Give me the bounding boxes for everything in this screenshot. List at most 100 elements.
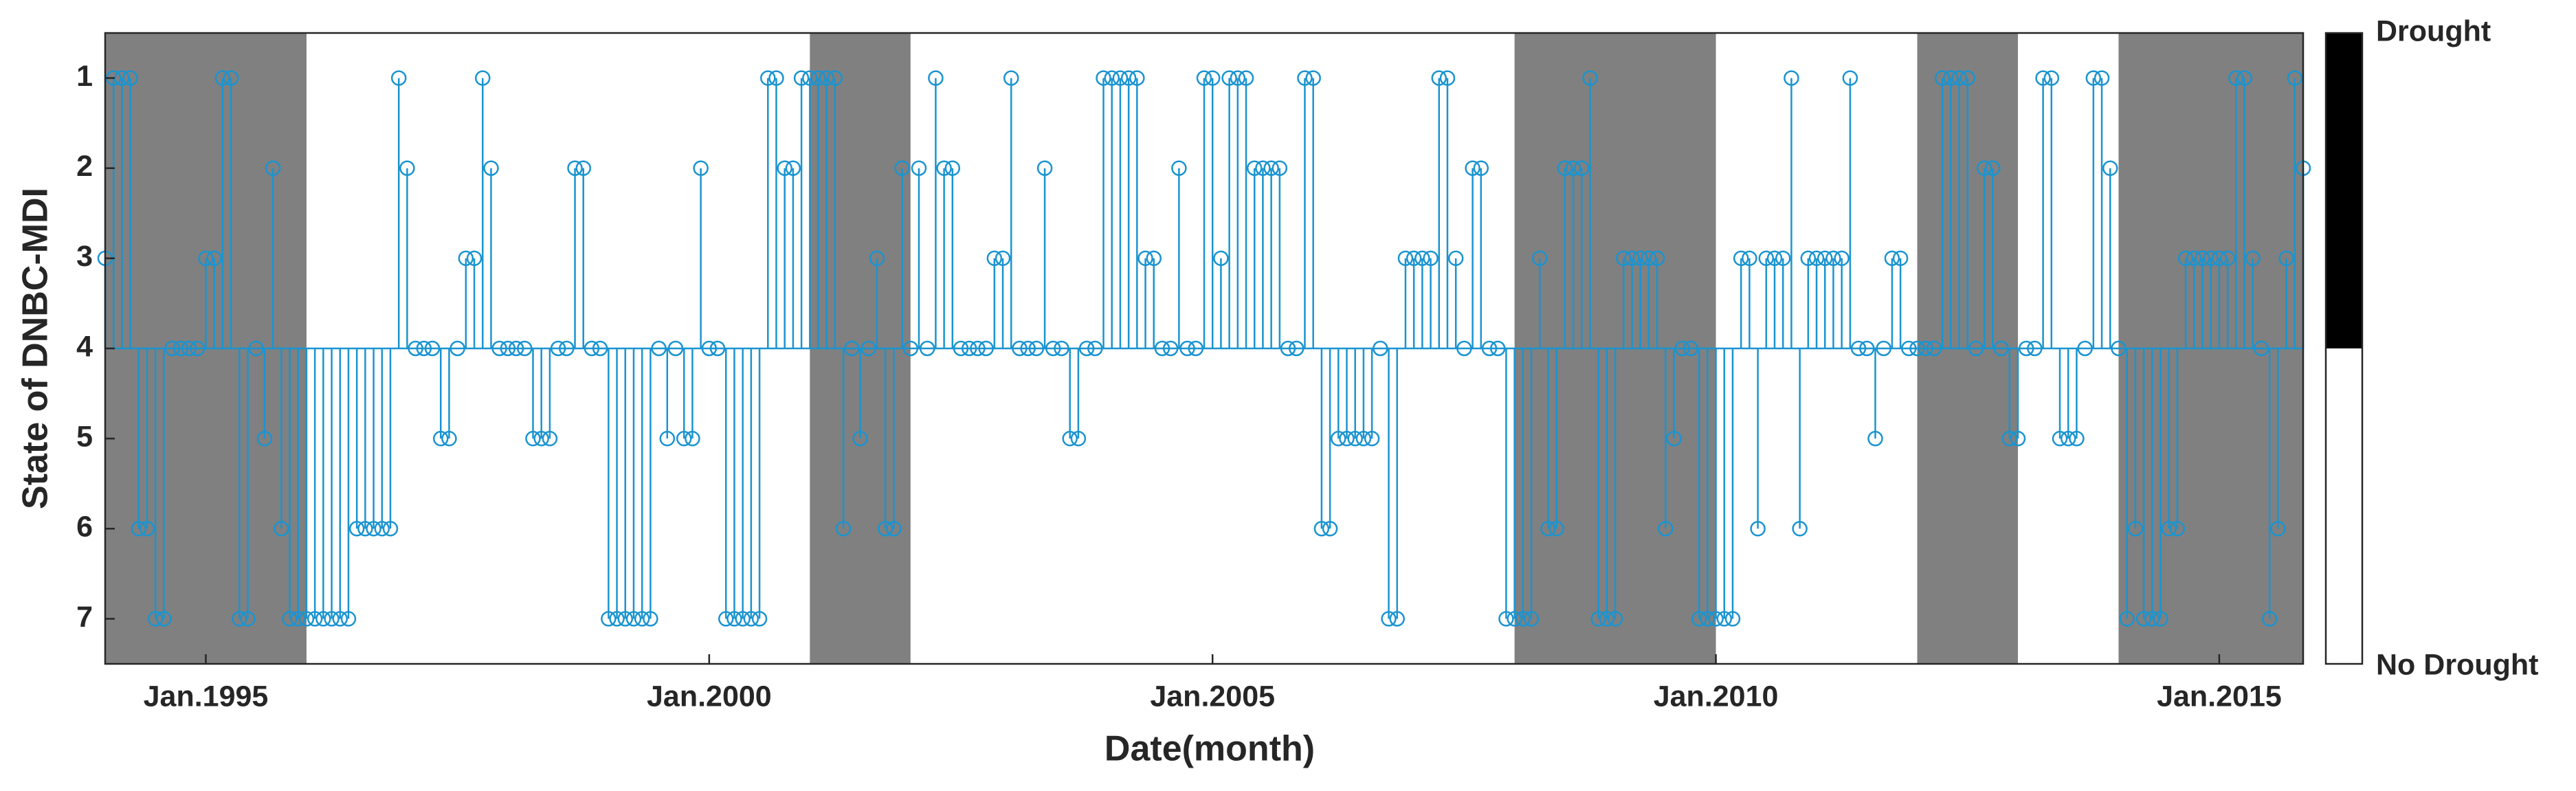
stem-marker <box>1272 160 1288 176</box>
stem-marker <box>2102 160 2118 176</box>
stem-marker <box>1884 250 1900 267</box>
stem-marker <box>1892 250 1909 267</box>
stem-marker <box>2052 430 2068 447</box>
stem-marker <box>928 70 944 86</box>
stem-marker <box>1775 250 1791 267</box>
stem-marker <box>819 70 834 86</box>
stem-marker <box>500 340 516 357</box>
stem-marker <box>2094 70 2110 86</box>
stem-marker <box>1431 70 1447 86</box>
stem-marker <box>1515 611 1531 627</box>
stem-marker <box>617 611 634 627</box>
stem-marker <box>382 521 399 537</box>
stem-marker <box>1934 70 1951 86</box>
stem-marker <box>1112 70 1129 86</box>
x-tick-label: Jan.1995 <box>144 680 269 713</box>
stem-marker <box>1985 160 2001 176</box>
stem-marker <box>475 70 491 86</box>
stem-marker <box>1658 521 1674 537</box>
y-tick-label: 6 <box>76 511 93 544</box>
stem-marker <box>424 340 441 357</box>
stem-marker <box>147 611 164 627</box>
stem-marker <box>2027 340 2043 357</box>
stem-marker <box>466 250 482 267</box>
stem-marker <box>1976 160 1992 176</box>
stem-marker <box>1078 340 1095 357</box>
stem-marker <box>1817 250 1833 267</box>
stem-marker <box>1347 430 1363 447</box>
stem-marker <box>1339 430 1355 447</box>
stem-marker <box>114 70 130 86</box>
stem-marker <box>2085 70 2102 86</box>
stem-marker <box>390 70 407 86</box>
stem-marker <box>1582 70 1598 86</box>
stem-marker <box>1716 611 1733 627</box>
stem-marker <box>1574 160 1590 176</box>
stem-marker <box>1700 611 1716 627</box>
stem-marker <box>1162 340 1179 357</box>
stem-marker <box>584 340 600 357</box>
stem-marker <box>1313 521 1330 537</box>
stem-marker <box>1674 340 1690 357</box>
y-tick-label: 1 <box>76 60 93 93</box>
stem-marker <box>970 340 986 357</box>
colorbar: Drought No Drought <box>2324 14 2538 681</box>
stem-marker <box>441 430 457 447</box>
stem-marker <box>1784 70 1799 86</box>
stem-marker <box>1305 70 1321 86</box>
stem-layer <box>97 70 2311 627</box>
stem-marker <box>852 430 868 447</box>
stem-marker <box>961 340 977 357</box>
stem-marker <box>1373 340 1388 357</box>
stem-marker <box>348 521 365 537</box>
x-axis-label: Date(month) <box>1104 729 1315 769</box>
stem-marker <box>248 340 264 357</box>
stem-marker <box>835 521 852 537</box>
stem-marker <box>214 70 231 86</box>
stem-marker <box>1909 340 1925 357</box>
stem-marker <box>1171 160 1187 176</box>
stem-marker <box>1036 160 1053 176</box>
stem-marker <box>1758 250 1775 267</box>
stem-marker <box>1096 70 1111 86</box>
stem-marker <box>1607 611 1623 627</box>
stem-marker <box>2069 430 2085 447</box>
stem-marker <box>911 160 927 176</box>
stem-marker <box>542 430 558 447</box>
stem-marker <box>2077 340 2093 357</box>
stem-marker <box>1825 250 1841 267</box>
stem-marker <box>1808 250 1825 267</box>
stem-marker <box>1054 340 1069 357</box>
stem-marker <box>1104 70 1120 86</box>
x-tick-label: Jan.2010 <box>1654 680 1779 713</box>
stem-marker <box>1355 430 1372 447</box>
stem-marker <box>1204 70 1221 86</box>
colorbar-label: No Drought <box>2376 648 2538 681</box>
stem-marker <box>2236 70 2252 86</box>
stem-marker <box>1531 250 1548 267</box>
stem-marker <box>374 521 390 537</box>
stem-marker <box>659 430 676 447</box>
stem-marker <box>2203 250 2219 267</box>
stem-marker <box>1523 611 1540 627</box>
stem-marker <box>634 611 650 627</box>
stem-marker <box>1792 521 1808 537</box>
stem-marker <box>1565 160 1581 176</box>
stem-marker <box>2144 611 2160 627</box>
stem-marker <box>919 340 935 357</box>
stem-marker <box>408 340 423 357</box>
stem-marker <box>265 160 281 176</box>
stem-marker <box>458 250 474 267</box>
stem-marker <box>517 340 533 357</box>
stem-marker <box>290 611 306 627</box>
stem-marker <box>1750 521 1766 537</box>
stem-marker <box>760 70 776 86</box>
stem-marker <box>1599 611 1615 627</box>
stem-marker <box>332 611 348 627</box>
stem-marker <box>1414 250 1430 267</box>
colorbar-no-drought <box>2326 348 2362 664</box>
stem-marker <box>483 160 499 176</box>
stem-marker <box>1649 250 1665 267</box>
stem-marker <box>1397 250 1414 267</box>
